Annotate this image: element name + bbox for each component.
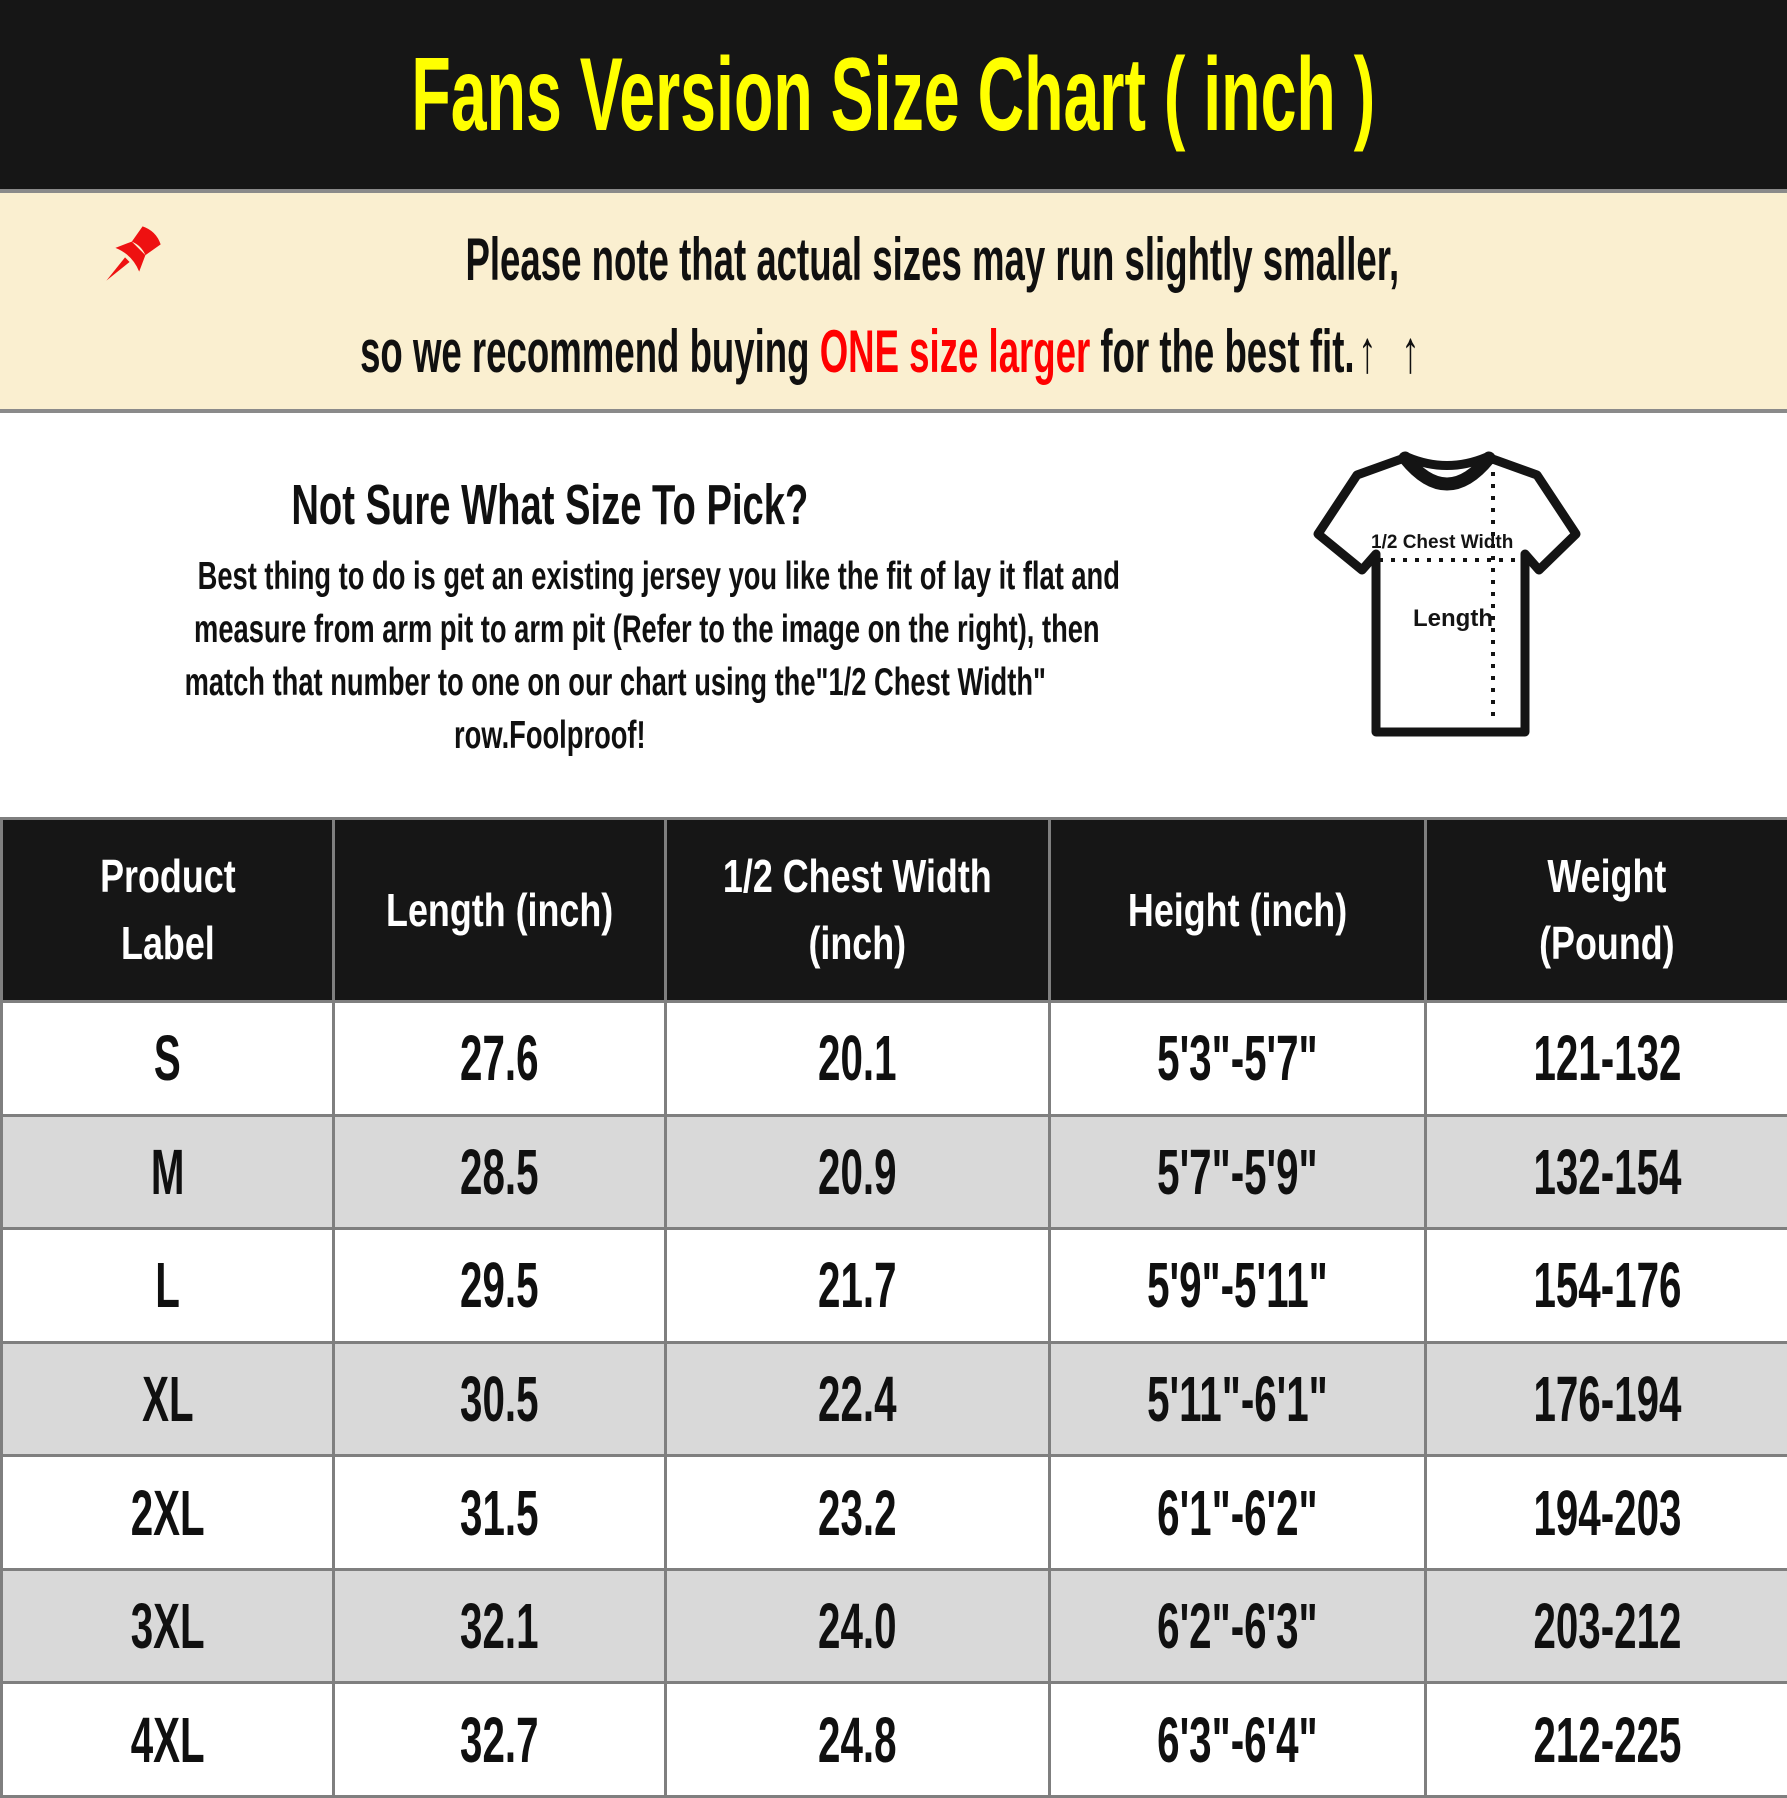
cell-height: 6'3"-6'4" [1048, 1681, 1427, 1798]
cell-length: 32.7 [332, 1681, 667, 1798]
instructions-line: measure from arm pit to arm pit (Refer t… [194, 608, 1100, 651]
cell-chest: 23.2 [664, 1454, 1051, 1571]
cell-label: M [0, 1113, 335, 1231]
cell-weight: 176-194 [1424, 1340, 1787, 1458]
cell-label: 2XL [0, 1454, 335, 1571]
diagram-chest-label: 1/2 Chest Width [1371, 532, 1513, 553]
tshirt-outline [1313, 452, 1581, 737]
instructions-line: row.Foolproof! [454, 714, 646, 757]
note-text-2-prefix: so we recommend buying [360, 317, 820, 385]
size-table-body: S 27.6 20.1 5'3"-5'7" 121-132 M 28.5 20.… [0, 1000, 1787, 1798]
note-line-2: so we recommend buying ONE size larger f… [19, 320, 1768, 383]
header-product-label: Product Label [0, 817, 335, 1003]
tshirt-measure-diagram: 1/2 Chest Width Length [1313, 451, 1581, 737]
page-title-text: Fans Version Size Chart ( inch ) [411, 36, 1376, 153]
instructions-heading: Not Sure What Size To Pick? [291, 473, 809, 537]
cell-height: 5'9"-5'11" [1048, 1227, 1427, 1344]
instructions-section: Not Sure What Size To Pick? Best thing t… [0, 413, 1787, 817]
cell-length: 27.6 [332, 1000, 667, 1117]
header-length: Length (inch) [332, 817, 667, 1003]
note-text-2-suffix: for the best fit. [1090, 317, 1355, 385]
pushpin-icon [106, 225, 161, 281]
cell-height: 6'2"-6'3" [1048, 1567, 1427, 1685]
cell-weight: 121-132 [1424, 1000, 1787, 1117]
cell-height: 5'7"-5'9" [1048, 1113, 1427, 1231]
cell-label: XL [0, 1340, 335, 1458]
table-row-4xl: 4XL 32.7 24.8 6'3"-6'4" 212-225 [0, 1681, 1787, 1798]
note-strip: Please note that actual sizes may run sl… [0, 193, 1787, 413]
diagram-length-label: Length [1413, 605, 1493, 632]
cell-label: S [0, 1000, 335, 1117]
table-row-m: M 28.5 20.9 5'7"-5'9" 132-154 [0, 1113, 1787, 1231]
cell-chest: 20.1 [664, 1000, 1051, 1117]
header-chest-width: 1/2 Chest Width (inch) [664, 817, 1051, 1003]
banner: Fans Version Size Chart ( inch ) [0, 0, 1787, 193]
cell-length: 31.5 [332, 1454, 667, 1571]
cell-length: 28.5 [332, 1113, 667, 1231]
size-table-header: Product Label Length (inch) 1/2 Chest Wi… [0, 817, 1787, 1003]
cell-height: 5'3"-5'7" [1048, 1000, 1427, 1117]
cell-chest: 22.4 [664, 1340, 1051, 1458]
cell-label: 3XL [0, 1567, 335, 1685]
note-highlight: ONE size larger [819, 317, 1091, 385]
cell-length: 30.5 [332, 1340, 667, 1458]
cell-chest: 21.7 [664, 1227, 1051, 1344]
instructions-line: Best thing to do is get an existing jers… [197, 555, 1120, 598]
page-title: Fans Version Size Chart ( inch ) [116, 43, 1671, 147]
note-line-1: Please note that actual sizes may run sl… [89, 220, 1698, 300]
table-row-3xl: 3XL 32.1 24.0 6'2"-6'3" 203-212 [0, 1567, 1787, 1685]
header-height: Height (inch) [1048, 817, 1427, 1003]
cell-weight: 154-176 [1424, 1227, 1787, 1344]
cell-chest: 24.0 [664, 1567, 1051, 1685]
size-table: Product Label Length (inch) 1/2 Chest Wi… [0, 817, 1787, 1798]
cell-length: 32.1 [332, 1567, 667, 1685]
instructions-line: match that number to one on our chart us… [184, 661, 1046, 704]
note-text-1: Please note that actual sizes may run sl… [465, 226, 1400, 293]
cell-height: 6'1"-6'2" [1048, 1454, 1427, 1571]
table-row-s: S 27.6 20.1 5'3"-5'7" 121-132 [0, 1000, 1787, 1117]
note-text-2: so we recommend buying ONE size larger f… [360, 320, 1427, 383]
cell-height: 5'11"-6'1" [1048, 1340, 1427, 1458]
table-row-xl: XL 30.5 22.4 5'11"-6'1" 176-194 [0, 1340, 1787, 1458]
table-row-l: L 29.5 21.7 5'9"-5'11" 154-176 [0, 1227, 1787, 1344]
cell-chest: 20.9 [664, 1113, 1051, 1231]
cell-label: 4XL [0, 1681, 335, 1798]
cell-weight: 194-203 [1424, 1454, 1787, 1571]
header-row: Product Label Length (inch) 1/2 Chest Wi… [0, 817, 1787, 1003]
cell-weight: 212-225 [1424, 1681, 1787, 1798]
header-weight: Weight (Pound) [1424, 817, 1787, 1003]
up-arrow-icons: ↑ ↑ [1358, 317, 1427, 385]
cell-length: 29.5 [332, 1227, 667, 1344]
tshirt-collar [1398, 451, 1496, 491]
cell-weight: 203-212 [1424, 1567, 1787, 1685]
cell-label: L [0, 1227, 335, 1344]
cell-chest: 24.8 [664, 1681, 1051, 1798]
cell-weight: 132-154 [1424, 1113, 1787, 1231]
instructions-text: Not Sure What Size To Pick? Best thing t… [0, 473, 1120, 762]
table-row-2xl: 2XL 31.5 23.2 6'1"-6'2" 194-203 [0, 1454, 1787, 1571]
